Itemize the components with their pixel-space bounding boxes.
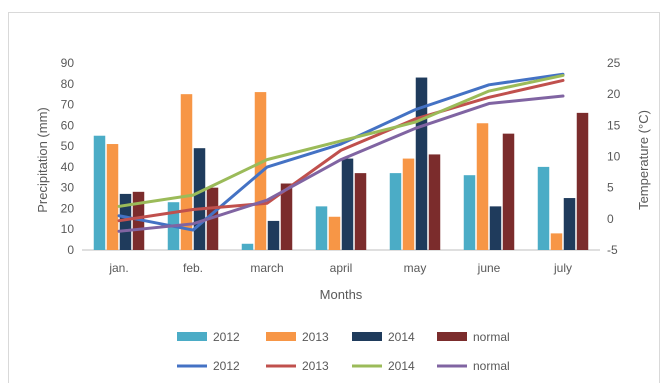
right-tick-label: 5 (607, 181, 614, 195)
right-tick-label: 25 (607, 56, 621, 70)
bar (415, 77, 428, 251)
x-axis-title: Months (320, 287, 363, 302)
legend-label: normal (473, 359, 510, 373)
bar (550, 233, 563, 250)
right-tick-label: 15 (607, 118, 621, 132)
bar (315, 206, 328, 250)
left-tick-label: 70 (61, 98, 75, 112)
line-series-2012 (117, 72, 565, 232)
bar (428, 154, 441, 250)
line-series-2013 (117, 78, 565, 223)
legend-label: 2013 (302, 359, 329, 373)
right-tick-label: -5 (607, 243, 618, 257)
legend-item-line-2013: 2013 (266, 359, 329, 373)
bar (537, 166, 550, 250)
category-labels: jan. feb. march april may june july (108, 261, 572, 275)
bar (576, 112, 589, 250)
legend-label: 2012 (213, 359, 240, 373)
right-tick-label: 0 (607, 212, 614, 226)
bar (93, 135, 106, 250)
bar (563, 198, 576, 250)
legend-label: 2012 (213, 330, 240, 344)
bar-series-2014 (119, 77, 576, 251)
left-tick-label: 90 (61, 56, 75, 70)
legend-swatch (352, 332, 382, 341)
bar (402, 158, 415, 250)
legend-label: 2014 (388, 330, 415, 344)
bar (389, 173, 402, 250)
legend-item-bar-2012: 2012 (177, 330, 240, 344)
category-label: feb. (183, 261, 203, 275)
right-tick-label: 10 (607, 150, 621, 164)
legend-item-bar-2014: 2014 (352, 330, 415, 344)
category-label: may (404, 261, 427, 275)
bar (267, 220, 280, 250)
category-label: march (250, 261, 283, 275)
category-label: july (553, 261, 572, 275)
legend: 2012 2013 2014 normal 2012 2013 2014 normal (177, 330, 510, 373)
legend-swatch (437, 332, 467, 341)
left-tick-label: 50 (61, 139, 75, 153)
line-series-normal (117, 94, 565, 233)
bar (106, 144, 119, 250)
legend-item-bar-2013: 2013 (266, 330, 329, 344)
right-tick-label: 20 (607, 87, 621, 101)
category-label: jan. (108, 261, 128, 275)
right-axis-ticks: -5 0 5 10 15 20 25 (607, 56, 621, 257)
bar (341, 158, 354, 250)
bar (328, 216, 341, 250)
legend-item-line-2014: 2014 (352, 359, 415, 373)
category-label: june (477, 261, 501, 275)
bar (180, 94, 193, 251)
legend-swatch (177, 332, 207, 341)
right-axis-title: Temperature (°C) (636, 110, 651, 210)
line-series-group (117, 72, 565, 233)
left-axis-ticks: 0 10 20 30 40 50 60 70 80 90 (61, 56, 75, 257)
legend-item-line-normal: normal (437, 359, 510, 373)
legend-swatch (266, 332, 296, 341)
bar (354, 173, 367, 250)
bar (463, 175, 476, 250)
line-series-2014 (117, 73, 565, 208)
bar (280, 183, 293, 250)
bar (193, 148, 206, 250)
left-tick-label: 30 (61, 181, 75, 195)
left-tick-label: 20 (61, 201, 75, 215)
legend-label: normal (473, 330, 510, 344)
left-tick-label: 60 (61, 118, 75, 132)
bar (241, 243, 254, 250)
legend-label: 2013 (302, 330, 329, 344)
category-label: april (330, 261, 353, 275)
bar (476, 123, 489, 250)
left-tick-label: 80 (61, 77, 75, 91)
legend-label: 2014 (388, 359, 415, 373)
legend-item-line-2012: 2012 (177, 359, 240, 373)
left-axis-title: Precipitation (mm) (35, 107, 50, 212)
bar (119, 193, 132, 250)
left-tick-label: 40 (61, 160, 75, 174)
left-tick-label: 0 (67, 243, 74, 257)
bar (489, 206, 502, 250)
legend-item-bar-normal: normal (437, 330, 510, 344)
left-tick-label: 10 (61, 222, 75, 236)
bar (502, 133, 515, 250)
